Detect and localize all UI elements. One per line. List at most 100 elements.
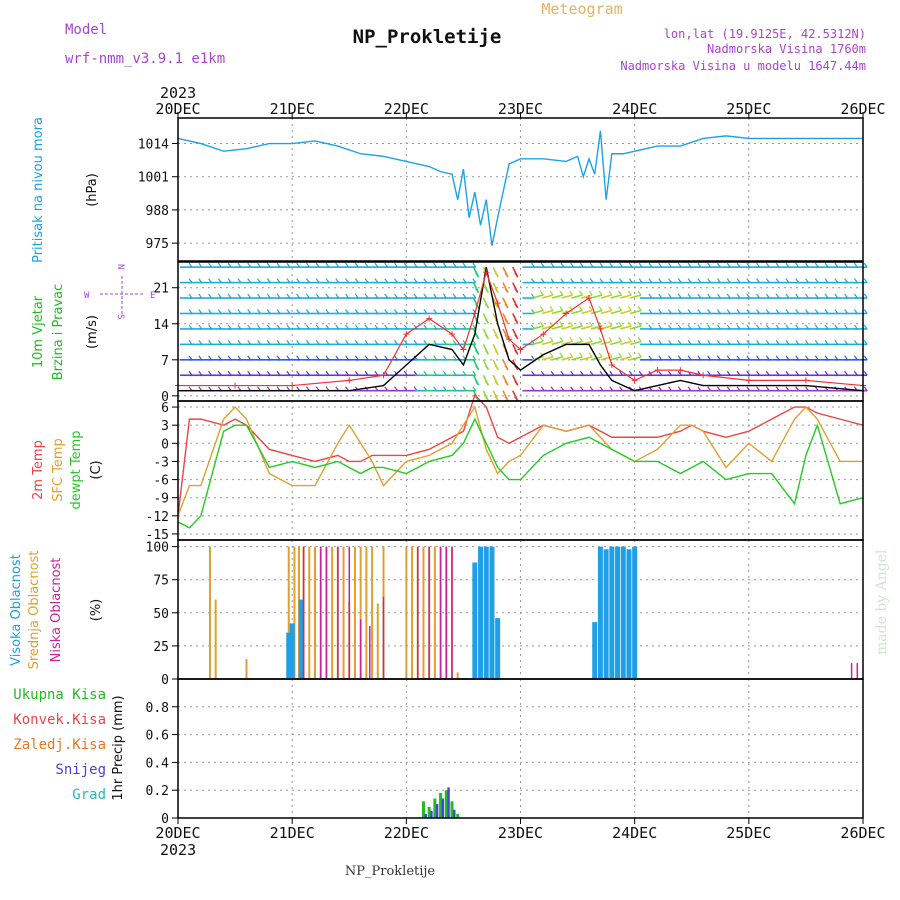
precip-bar-snow [424,813,427,818]
cloud-bar-low [850,663,853,679]
wind-barb [581,294,593,299]
cloud-bar-high [626,549,632,679]
wind-barb-tick [472,293,477,299]
y-tick-label: 0 [161,437,169,452]
model-name: wrf-nmm_v3.9.1 e1km [65,51,225,67]
wind-barb [620,340,632,346]
panel-temperature: -15 -12 -9 -6 -3 0 3 6 2m Temp SFC Temp dewpt Temp… [31,393,864,543]
wind-barb-tick [618,337,623,342]
temp-ylabel-2: dewpt Temp [69,430,84,509]
y-tick-label: 100 [146,541,169,556]
wind-barb-tick [475,350,480,355]
wind-barb [610,340,622,346]
wind-ylabel-1: 10m Vjetar [31,295,46,368]
wind-barb-tick [514,380,519,386]
wind-barb [629,340,642,346]
wind-barb-tick [627,290,632,296]
precip-legend-0: Ukupna Kisa [13,687,106,703]
cloud-bar-low [319,546,322,679]
wind-barb-tick [863,293,868,299]
cloud-bar-mid [422,546,425,679]
x-tick-label-bottom: 24DEC [612,824,657,842]
gust-marker [597,325,604,332]
wind-unit: (m/s) [85,315,100,349]
wind-barb-tick [514,303,519,309]
gust-marker [677,367,684,374]
x-tick-label-top: 20DEC [155,100,200,118]
wind-barb-tick [618,306,623,311]
gust-marker [563,310,570,317]
x-tick-label-top: 21DEC [270,100,315,118]
wind-barb-tick [539,352,544,358]
wind-barb-tick [863,262,868,268]
coords-text: lon,lat (19.9125E, 42.5312N) [664,27,866,41]
panel-frame [177,678,864,819]
wind-barb-tick [494,365,499,371]
wind-barb [561,294,573,299]
wind-barb-tick [504,396,509,402]
cloud-bar-low [382,596,385,679]
wind-barb-tick [578,290,583,296]
wind-barb [620,356,632,361]
y-tick-label: 0 [161,390,169,405]
cloud-ylabel-1: Srednja Oblacnost [27,551,42,670]
precip-bar-total [450,801,454,818]
wind-barb-tick [559,290,564,296]
wind-barb-tick [472,370,477,376]
cloud-bar-low [348,546,350,679]
wind-barb-tick [484,350,489,355]
temp-ylabel-0: 2m Temp [31,440,46,500]
wind-barb-tick [472,278,477,283]
wind-barb-tick [578,337,583,342]
precip-bar-snow [453,809,456,818]
wind-barb [551,356,564,361]
wind-barb [561,356,573,361]
cloud-bar-mid [353,546,356,679]
panel-clouds: 0 25 50 75 100 Visoka Oblacnost Srednja Oblacn… [9,540,863,688]
wind-barb-tick [504,380,509,386]
wind-barb [610,356,622,361]
watermark: made by Angel [874,549,890,655]
wind-barb-tick [863,278,868,283]
compass-n: N [115,264,125,269]
precip-bar-snow [430,811,433,818]
gust-marker [517,346,524,353]
cloud-bar-high [495,618,501,679]
y-tick-label: 0 [161,812,169,827]
cloud-bar-low [445,546,448,679]
y-tick-label: 0.8 [146,701,169,716]
y-tick-label: 6 [161,401,169,416]
wind-barb [610,325,622,330]
wind-barb [629,325,642,330]
cloud-bar-high [592,622,598,679]
cloud-bar-high [478,546,484,679]
cloud-bar-low [369,626,371,679]
wind-barb-tick [472,340,477,345]
wind-barb-tick [608,290,613,296]
cloud-bar-mid [214,599,217,679]
x-bottom-year: 2023 [160,841,196,859]
cloud-bar-mid [371,546,374,679]
wind-barb [600,340,612,346]
cloud-bar-high [289,623,295,679]
gust-marker [483,269,490,276]
wind-barb-tick [504,365,509,371]
wind-barb-tick [559,337,564,342]
wind-barb [551,325,564,330]
cloud-bar-low [439,546,442,679]
wind-barb-tick [539,290,544,296]
wind-barb [629,294,642,299]
wind-barb-tick [514,350,519,355]
precip-bar-total [427,806,431,818]
wind-gust-line [178,270,864,387]
panel-frame [177,400,864,541]
gust-marker [289,382,296,389]
wind-barb-tick [484,288,489,293]
wind-barb-tick [637,306,642,311]
wind-barb-tick [598,306,603,311]
wind-barb-tick [627,321,632,327]
wind-barb [532,340,544,346]
wind-barb-tick [475,288,480,293]
precip-ylabel: 1hr Precip (mm) [111,695,126,800]
wind-barb-tick [514,365,519,371]
